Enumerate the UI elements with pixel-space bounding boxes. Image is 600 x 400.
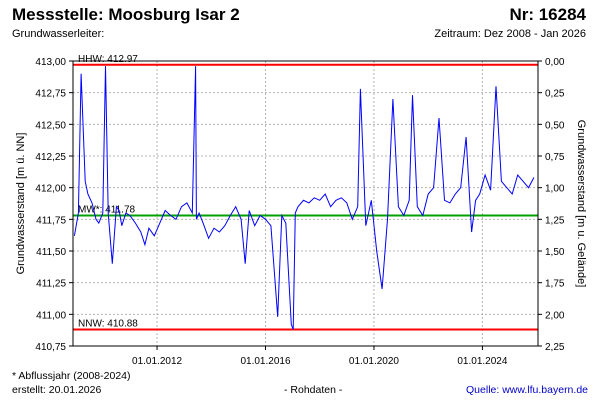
groundwater-chart: HHW: 412.97 MW*: 411.78 NNW: 410.88 413,00… [15, 54, 587, 367]
y-tick-label-right: 1,25 [545, 215, 565, 226]
y-tick-label-right: 2,00 [545, 310, 565, 321]
y-tick-label-left: 413,00 [35, 57, 66, 68]
y-tick-label-right: 1,50 [545, 247, 565, 258]
x-tick-label: 01.01.2012 [132, 356, 182, 367]
y-tick-label-right: 0,75 [545, 152, 565, 163]
station-number: Nr: 16284 [509, 5, 586, 24]
aquifer-label: Grundwasserleiter: [12, 28, 105, 40]
plot-frame [72, 60, 539, 347]
x-tick-label: 01.01.2016 [240, 356, 290, 367]
y-tick-label-left: 410,75 [35, 342, 66, 353]
y-tick-label-right: 1,00 [545, 184, 565, 195]
y-axis-label-left: Grundwasserstand [m ü. NN] [15, 133, 27, 275]
created-date: erstellt: 20.01.2026 [12, 384, 102, 396]
x-tick-label: 01.01.2024 [457, 356, 507, 367]
y-tick-label-right: 2,25 [545, 342, 565, 353]
y-tick-label-right: 1,75 [545, 279, 565, 290]
y-tick-label-left: 411,00 [36, 310, 66, 321]
y-tick-label-right: 0,00 [545, 57, 565, 68]
period-label: Zeitraum: Dez 2008 - Jan 2026 [434, 28, 586, 40]
y-tick-label-left: 412,50 [35, 120, 66, 131]
y-tick-label-right: 0,50 [545, 120, 565, 131]
y-tick-label-left: 412,25 [35, 152, 66, 163]
grid-lines [73, 61, 538, 346]
reference-lines: HHW: 412.97 MW*: 411.78 NNW: 410.88 [73, 54, 538, 331]
groundwater-series-line [73, 66, 535, 330]
series-layer [73, 66, 535, 330]
reference-line-label: NNW: 410.88 [78, 319, 138, 330]
y-tick-label-left: 412,75 [35, 89, 66, 100]
reference-line-label: MW*: 411.78 [78, 205, 135, 216]
y-tick-label-left: 412,00 [35, 184, 66, 195]
station-title: Messstelle: Moosburg Isar 2 [12, 5, 240, 24]
axis-ticks: 413,00 0,00 412,75 0,25 412,50 0,50 412,25 0,75… [35, 57, 564, 367]
data-type-label: - Rohdaten - [284, 384, 343, 396]
y-tick-label-left: 411,50 [36, 247, 66, 258]
y-tick-label-left: 411,75 [36, 215, 66, 226]
y-tick-label-left: 411,25 [36, 279, 66, 290]
source-link[interactable]: Quelle: www.lfu.bayern.de [466, 384, 588, 396]
x-tick-label: 01.01.2020 [349, 356, 399, 367]
y-tick-label-right: 0,25 [545, 89, 565, 100]
y-axis-label-right: Grundwasserstand [m u. Gelände] [575, 120, 587, 288]
footnote: * Abflussjahr (2008-2024) [12, 370, 131, 382]
reference-line-label: HHW: 412.97 [78, 54, 138, 65]
